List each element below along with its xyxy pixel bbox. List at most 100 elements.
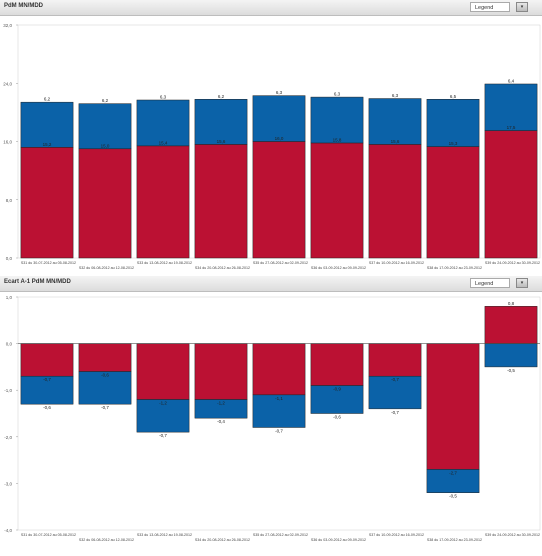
data-label: 17,5 <box>507 125 516 130</box>
y-tick-label: -2,0 <box>4 435 12 440</box>
category-label: S38 du 17-09-2012 au 23-09-2012 <box>427 266 482 270</box>
bar-segment-blue <box>368 375 422 410</box>
category-label: S37 du 10-09-2012 au 16-09-2012 <box>369 261 424 265</box>
category-label: S34 du 20-08-2012 au 26-08-2012 <box>195 538 250 542</box>
chart-ecart: -4,0 -3,0 -2,0 -1,0 0,0 1,0 -0,7 -0,6 S31 du 30-… <box>4 295 541 542</box>
bar-segment-red <box>194 144 248 259</box>
bar-segment-red <box>368 343 422 377</box>
chevron-down-icon[interactable]: ▾ <box>516 278 528 288</box>
bar-segment-blue <box>368 98 422 145</box>
panel-title-bar: Ecart A-1 PdM MN/MDD Legend ▾ <box>0 276 542 292</box>
data-label: 0,8 <box>508 301 515 306</box>
y-tick-label: 1,0 <box>6 295 13 300</box>
bar-segment-red <box>252 141 306 259</box>
category-label: S35 du 27-08-2012 au 02-09-2012 <box>253 261 308 265</box>
panel-title: Ecart A-1 PdM MN/MDD <box>4 279 71 285</box>
y-tick-label: -1,0 <box>4 388 12 393</box>
data-label: 6,2 <box>218 94 225 99</box>
category-label: S31 du 30-07-2012 au 05-08-2012 <box>21 261 76 265</box>
category-label: S33 du 13-08-2012 au 19-08-2012 <box>137 533 192 537</box>
chart-pdm: 0,0 8,0 16,0 24,0 32,0 15,2 6,2 S31 du 30-07-20… <box>3 23 541 270</box>
data-label: -0,7 <box>43 377 51 382</box>
bar-segment-red <box>78 343 132 372</box>
y-tick-label: 24,0 <box>3 81 12 86</box>
data-label: -2,7 <box>449 470 457 475</box>
bar-segment-blue <box>310 385 364 414</box>
category-label: S32 du 06-08-2012 au 12-08-2012 <box>79 538 134 542</box>
category-label: S36 du 03-09-2012 au 09-09-2012 <box>311 538 366 542</box>
chart-panel-ecart: Ecart A-1 PdM MN/MDD Legend ▾ -4,0 -3,0 -2… <box>0 276 542 556</box>
bar-segment-blue <box>426 99 480 147</box>
y-tick-label: 16,0 <box>3 140 12 145</box>
bar-segment-blue <box>252 95 306 142</box>
panel-title: PdM MN/MDD <box>4 3 43 9</box>
data-label: -0,5 <box>449 494 457 499</box>
y-tick-label: 0,0 <box>6 342 13 347</box>
category-label: S32 du 06-08-2012 au 12-08-2012 <box>79 266 134 270</box>
category-label: S37 du 10-09-2012 au 16-09-2012 <box>369 533 424 537</box>
bar-segment-red <box>484 306 538 344</box>
bar-segment-blue <box>78 103 132 150</box>
data-label: -1,1 <box>275 396 283 401</box>
bar-segment-red <box>252 343 306 396</box>
chart-panel-pdm: PdM MN/MDD Legend ▾ 0,0 8,0 16,0 24,0 32,0 15… <box>0 0 542 276</box>
category-label: S33 du 13-08-2012 au 19-08-2012 <box>137 261 192 265</box>
bar-segment-red <box>78 148 132 259</box>
data-label: -0,7 <box>101 405 109 410</box>
data-label: 6,3 <box>392 93 399 98</box>
bar-segment-blue <box>20 101 74 148</box>
bar-segment-blue <box>20 375 74 405</box>
bar-segment-red <box>20 343 74 377</box>
bar-segment-red <box>484 130 538 259</box>
bar-segment-blue <box>194 99 248 145</box>
category-label: S39 du 24-09-2012 au 30-09-2012 <box>485 261 540 265</box>
bar-segment-blue <box>136 399 190 433</box>
bar-segment-red <box>194 343 248 400</box>
bar-segment-blue <box>252 394 306 428</box>
data-label: -0,9 <box>333 387 341 392</box>
bar-segment-blue <box>484 83 538 131</box>
bar-segment-red <box>136 145 190 259</box>
data-label: 6,2 <box>102 98 109 103</box>
bar-segment-blue <box>136 99 190 147</box>
y-tick-label: 0,0 <box>6 256 13 261</box>
chevron-down-icon[interactable]: ▾ <box>516 2 528 12</box>
y-tick-label: -4,0 <box>4 528 12 533</box>
data-label: 6,3 <box>334 92 341 97</box>
data-label: 6,4 <box>508 78 515 83</box>
bar-segment-blue <box>484 343 538 368</box>
category-label: S34 du 20-08-2012 au 26-08-2012 <box>195 266 250 270</box>
bar-segment-red <box>136 343 190 400</box>
bar-segment-blue <box>426 469 480 493</box>
bar-segment-red <box>426 146 480 259</box>
data-label: -0,6 <box>43 405 51 410</box>
data-label: 15,6 <box>217 139 226 144</box>
data-label: 15,4 <box>159 140 168 145</box>
data-label: 15,0 <box>101 143 110 148</box>
data-label: -0,7 <box>391 377 399 382</box>
data-label: -0,7 <box>159 433 167 438</box>
bar-segment-red <box>310 343 364 386</box>
category-label: S31 du 30-07-2012 au 05-08-2012 <box>21 533 76 537</box>
bar-segment-blue <box>194 399 248 419</box>
data-label: 6,3 <box>276 90 283 95</box>
category-label: S39 du 24-09-2012 au 30-09-2012 <box>485 533 540 537</box>
bar-segment-red <box>20 147 74 259</box>
data-label: 6,5 <box>450 94 457 99</box>
plot-area <box>17 296 541 531</box>
bar-segment-blue <box>310 96 364 144</box>
bar-segment-red <box>368 144 422 259</box>
data-label: 15,6 <box>391 139 400 144</box>
data-label: -0,5 <box>507 368 515 373</box>
bar-segment-red <box>426 343 480 470</box>
category-label: S35 du 27-08-2012 au 02-09-2012 <box>253 533 308 537</box>
data-label: 15,8 <box>333 137 342 142</box>
data-label: -1,2 <box>217 401 225 406</box>
data-label: -1,2 <box>159 401 167 406</box>
panel-title-bar: PdM MN/MDD Legend ▾ <box>0 0 542 16</box>
legend-dropdown[interactable]: Legend <box>470 2 510 12</box>
y-tick-label: 8,0 <box>6 198 13 203</box>
data-label: 15,3 <box>449 141 458 146</box>
legend-dropdown[interactable]: Legend <box>470 278 510 288</box>
data-label: -0,7 <box>275 428 283 433</box>
